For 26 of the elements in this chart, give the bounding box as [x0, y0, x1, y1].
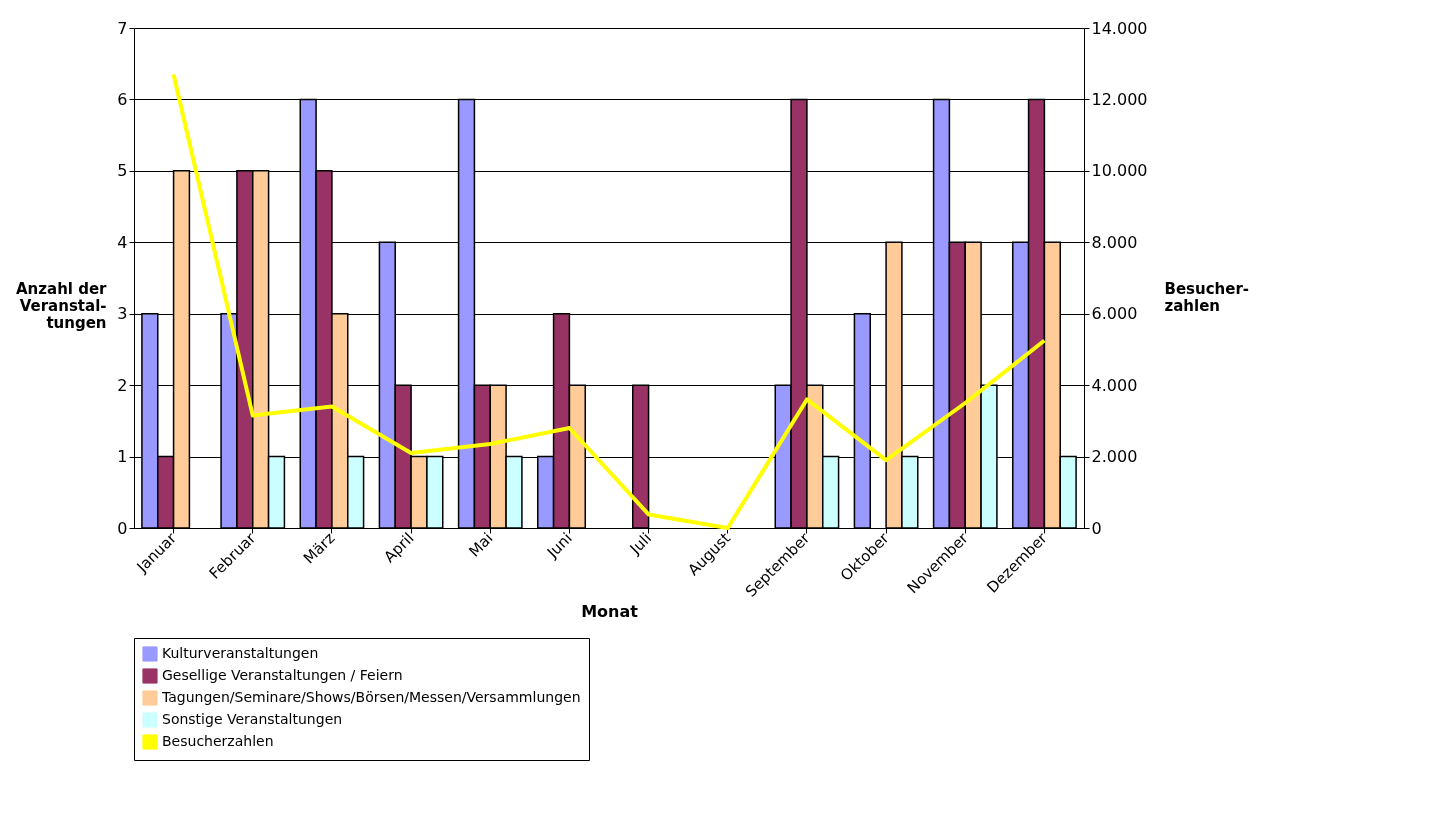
y2-axis-title: Besucher- zahlen	[1164, 279, 1250, 315]
line-series	[171, 72, 1047, 530]
y2-tick-label: 10.000	[1091, 161, 1148, 181]
y-tick-label: 1	[117, 447, 128, 467]
y-tick-label: 3	[117, 304, 128, 324]
y-tick-label: 5	[117, 161, 128, 181]
y2-tick-label: 6.000	[1091, 304, 1138, 324]
x-axis-title: Monat	[581, 601, 639, 621]
y-tick-label: 0	[117, 518, 128, 538]
x-tick-label: Mai	[465, 529, 497, 561]
y2-tick-label: 12.000	[1091, 89, 1148, 109]
y2-tick-label: 14.000	[1091, 18, 1148, 38]
legend-label: Gesellige Veranstaltungen / Feiern	[162, 667, 403, 683]
y2-tick-label: 2.000	[1091, 447, 1138, 467]
y-axis-title: Anzahl der Veranstal- tungen	[16, 279, 108, 332]
legend-label: Sonstige Veranstaltungen	[162, 711, 343, 727]
y-tick-label: 7	[117, 18, 128, 38]
y-tick-label: 6	[117, 89, 128, 109]
y-tick-label: 4	[117, 232, 128, 252]
legend-label: Tagungen/Seminare/Shows/Börsen/Messen/Versammlungen	[161, 689, 581, 705]
y2-tick-label: 4.000	[1091, 375, 1138, 395]
y-tick-label: 2	[117, 375, 128, 395]
y2-tick-label: 8.000	[1091, 232, 1138, 252]
legend-label: Kulturveranstaltungen	[162, 645, 319, 661]
y2-tick-label: 0	[1091, 518, 1102, 538]
legend-label: Besucherzahlen	[162, 733, 274, 749]
